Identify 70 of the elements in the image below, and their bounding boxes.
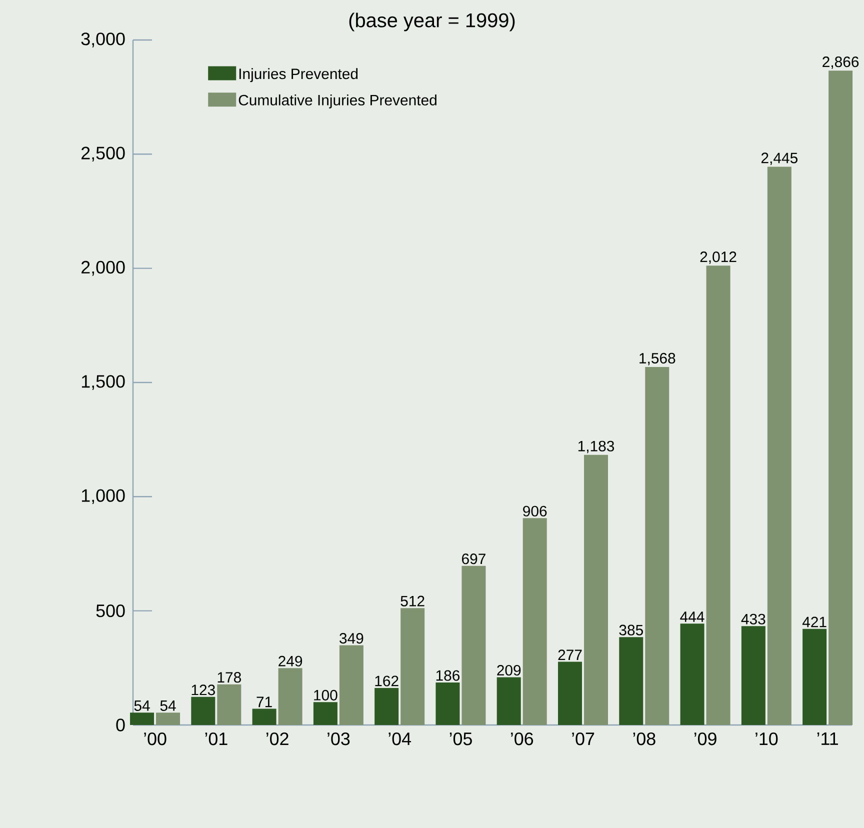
x-tick-label: ’00 (144, 732, 166, 746)
data-label: 697 (462, 554, 486, 564)
bar (400, 608, 425, 725)
bar (619, 637, 644, 725)
data-label: 71 (256, 696, 272, 708)
x-tick-label: ’08 (633, 732, 656, 746)
bar (156, 712, 180, 725)
data-label: 2,012 (700, 252, 736, 264)
bar (522, 518, 547, 725)
bar (313, 702, 338, 725)
chart-title: (base year = 1999) (349, 12, 515, 32)
data-label: 162 (375, 676, 398, 686)
bar (436, 682, 460, 725)
data-label: 54 (160, 700, 176, 711)
bar (252, 708, 276, 725)
data-label: 1,568 (640, 352, 676, 366)
data-label: 444 (680, 612, 704, 622)
bar (217, 684, 242, 725)
y-tick-label: 3,000 (81, 32, 125, 48)
data-label: 178 (218, 672, 241, 683)
data-label: 906 (523, 506, 547, 516)
bar (278, 668, 302, 725)
bar (706, 266, 730, 725)
x-tick-label: ’06 (511, 732, 534, 746)
y-tick-label: 2,500 (82, 146, 125, 162)
y-tick-label: 500 (96, 604, 125, 618)
data-label: 54 (134, 700, 150, 711)
data-label: 512 (400, 596, 424, 606)
bar (191, 696, 216, 725)
bar (802, 628, 827, 725)
x-tick-label: ’11 (817, 732, 838, 745)
x-tick-label: ’03 (328, 732, 350, 746)
bar (645, 366, 670, 725)
x-tick-label: ’02 (266, 732, 288, 746)
data-label: 186 (436, 670, 460, 681)
x-tick-label: ’10 (756, 732, 778, 746)
data-label: 2,445 (761, 152, 798, 166)
bar (584, 454, 608, 725)
bar (496, 677, 521, 725)
data-label: 433 (741, 614, 766, 624)
x-tick-label: ’09 (694, 732, 716, 746)
data-label: 2,866 (822, 56, 859, 69)
bar (462, 566, 486, 725)
x-tick-label: ’05 (450, 732, 472, 746)
x-tick-label: ’07 (572, 732, 594, 746)
bar (741, 626, 766, 725)
bar (558, 662, 582, 725)
data-label: 421 (802, 616, 826, 628)
data-label: 209 (497, 664, 521, 676)
legend-label: Injuries Prevented (239, 68, 358, 82)
data-label: 123 (192, 684, 215, 696)
bar (828, 70, 853, 725)
data-label: 277 (558, 650, 582, 660)
data-label: 100 (314, 690, 338, 700)
x-tick-label: ’04 (388, 732, 412, 746)
bar (374, 688, 399, 725)
bar (680, 624, 704, 725)
y-tick-label: 1,000 (82, 489, 125, 504)
data-label: 249 (278, 656, 302, 666)
data-label: 385 (619, 624, 643, 636)
bar (339, 645, 364, 725)
x-tick-label: ’01 (205, 732, 228, 746)
y-tick-label: 1,500 (82, 375, 125, 390)
legend-label: Cumulative Injuries Prevented (238, 94, 436, 108)
data-label: 1,183 (578, 440, 614, 454)
data-label: 349 (340, 633, 364, 644)
y-tick-label: 0 (116, 718, 125, 732)
bar (767, 166, 792, 725)
bar (130, 712, 154, 725)
y-tick-label: 2,000 (82, 260, 125, 276)
